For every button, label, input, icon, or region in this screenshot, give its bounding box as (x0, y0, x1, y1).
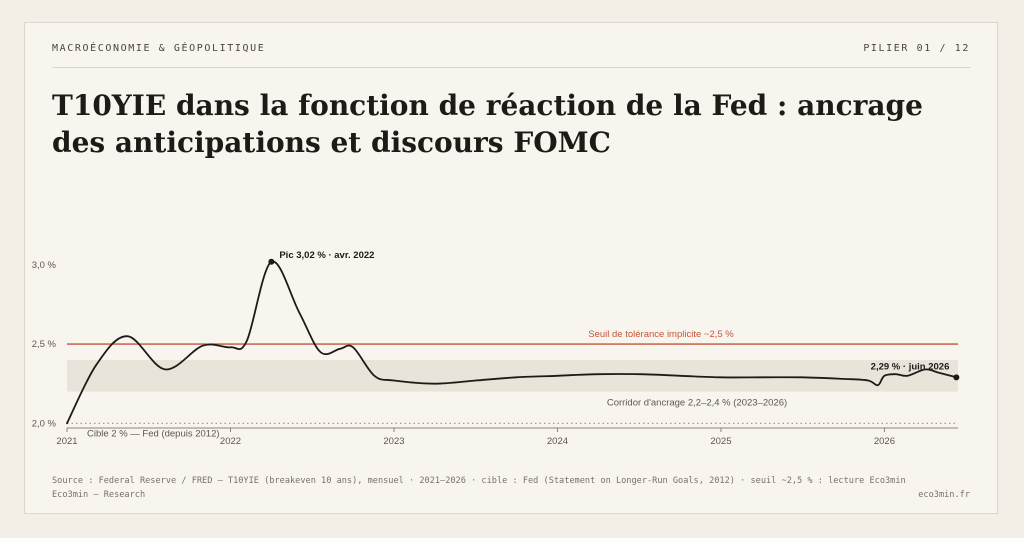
y-tick-label: 2,5 % (32, 339, 57, 350)
y-tick-label: 3,0 % (32, 260, 57, 271)
chart-card: MACROÉCONOMIE & GÉOPOLITIQUE PILIER 01 /… (24, 22, 998, 514)
kicker: MACROÉCONOMIE & GÉOPOLITIQUE (52, 43, 266, 54)
header-bar: MACROÉCONOMIE & GÉOPOLITIQUE PILIER 01 /… (52, 43, 970, 54)
source-note: Source : Federal Reserve / FRED — T10YIE… (52, 476, 906, 486)
x-tick-label: 2025 (710, 436, 731, 447)
x-tick-label: 2022 (220, 436, 241, 447)
y-tick-label: 2,0 % (32, 418, 57, 429)
annotation-point (268, 258, 275, 265)
threshold-label: Seuil de tolérance implicite ~2,5 % (588, 329, 734, 340)
x-tick-label: 2021 (56, 436, 77, 447)
target-label: Cible 2 % — Fed (depuis 2012) (87, 428, 220, 439)
header-divider (52, 67, 970, 68)
x-tick-label: 2026 (874, 436, 895, 447)
brand-label: Eco3min — Research (52, 490, 146, 500)
corridor-band (67, 359, 958, 392)
annotation-label: Pic 3,02 % · avr. 2022 (279, 250, 374, 261)
pillar-indicator: PILIER 01 / 12 (863, 43, 970, 54)
x-tick-label: 2023 (383, 436, 404, 447)
site-link[interactable]: eco3min.fr (918, 490, 970, 500)
x-tick-label: 2024 (547, 436, 568, 447)
page-title: T10YIE dans la fonction de réaction de l… (52, 89, 923, 159)
footer: Source : Federal Reserve / FRED — T10YIE… (52, 474, 970, 502)
annotation-point (953, 374, 960, 381)
annotation-label: 2,29 % · juin 2026 (871, 361, 950, 372)
series-line (66, 260, 958, 425)
corridor-label: Corridor d'ancrage 2,2–2,4 % (2023–2026) (607, 398, 787, 409)
